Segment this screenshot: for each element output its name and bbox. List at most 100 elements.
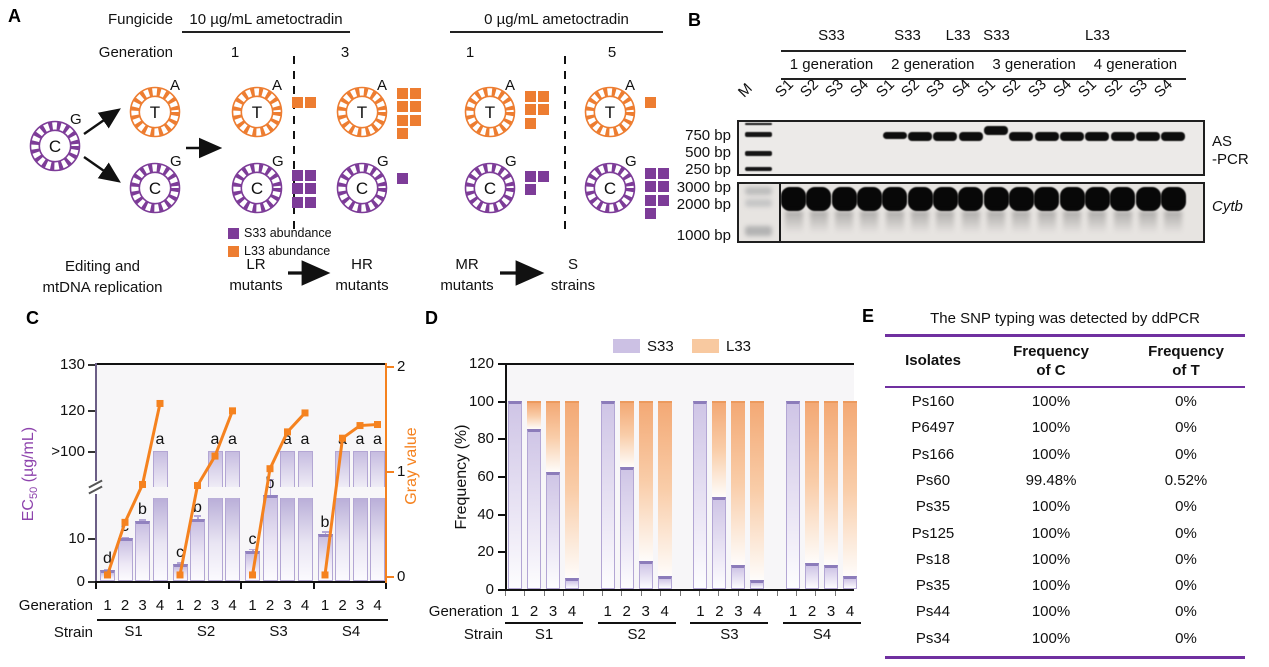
bar-ec50-over100-upper (297, 451, 313, 487)
genotype-group-underline (932, 50, 984, 52)
table-cell: Ps44 (915, 603, 951, 621)
table-rule-top (885, 334, 1245, 337)
y-tick-label-left: 120 (59, 402, 85, 419)
bar-s33 (600, 400, 615, 589)
bar-s33 (693, 400, 708, 589)
y-tick-label: 40 (477, 505, 494, 523)
abundance-square (538, 104, 550, 116)
significance-letter: a (355, 431, 365, 448)
cytb-band (1160, 187, 1186, 211)
x-tick (167, 583, 170, 589)
bar-ec50 (262, 495, 278, 581)
genotype-group-underline (983, 50, 1010, 52)
bar-l33 (657, 400, 672, 576)
cytb-band (1034, 187, 1060, 211)
bar-l33 (750, 400, 765, 580)
abundance-square (525, 184, 536, 196)
bar-ec50 (135, 520, 150, 581)
x-tick-label-generation: 4 (753, 603, 762, 620)
flow-label-bottom: strains (550, 277, 596, 294)
table-rule-bottom (885, 656, 1245, 659)
y-tick-label-right: 2 (397, 357, 406, 375)
panel-a-label: A (8, 6, 21, 26)
bar-s33 (619, 466, 634, 589)
y-tick (498, 551, 505, 554)
cytb-band-streak (835, 211, 854, 233)
cytb-band-streak (885, 211, 904, 233)
significance-letter: a (338, 431, 347, 448)
cytb-band-streak (1088, 211, 1107, 233)
abundance-square (645, 194, 656, 206)
x-tick-label-generation: 2 (265, 597, 275, 614)
plot-top-border (505, 363, 854, 365)
x-minor-tick (621, 591, 623, 596)
bar-l33 (805, 400, 820, 563)
x-tick (312, 583, 315, 589)
table-cell: Ps34 (915, 629, 951, 647)
table-cell: Ps35 (915, 498, 951, 516)
cytb-band-streak (1012, 211, 1031, 233)
table-cell: 100% (1031, 498, 1071, 516)
abundance-legend-label-l33: L33 abundance (244, 244, 331, 258)
x-tick-label-generation: 3 (283, 597, 292, 614)
abundance-square (292, 170, 303, 181)
genotype-group-label: L33 (945, 27, 971, 44)
nucleotide-inner-label: C (355, 179, 369, 198)
x-minor-tick (737, 591, 739, 596)
nucleotide-outer-label: A (377, 77, 388, 94)
column-header-freq-t: Frequency of T (1148, 343, 1224, 379)
nucleotide-inner-label: T (356, 103, 368, 122)
as-pcr-band (1060, 132, 1085, 141)
x-tick-label-generation: 3 (138, 597, 147, 614)
dashed-separator (564, 56, 566, 236)
x-tick-label-generation: 1 (696, 603, 705, 620)
y-tick-label: 120 (468, 355, 494, 372)
x-minor-tick (679, 591, 681, 596)
y-tick-left (88, 410, 95, 412)
flow-label-top: MR (455, 256, 479, 273)
bar-ec50-over100-lower (207, 498, 223, 581)
cytb-band (781, 187, 806, 211)
cytb-band-streak (987, 211, 1006, 233)
abundance-legend-label-s33: S33 abundance (244, 226, 332, 240)
y-tick-label-right: 0 (397, 568, 406, 585)
abundance-square (645, 168, 656, 179)
marker-band (745, 132, 772, 137)
bar-ec50 (100, 570, 115, 581)
bar-s33 (712, 496, 727, 589)
table-cell: 100% (1031, 629, 1071, 647)
table-cell: P6497 (911, 419, 955, 437)
y-tick-label-left: >100 (51, 443, 85, 460)
marker-smear (745, 226, 772, 236)
bar-s33 (546, 472, 560, 589)
y-axis-label-ec50: EC50 (µg/mL) (19, 426, 41, 522)
x-tick-label-generation: 4 (300, 597, 310, 614)
x-group-label-strain: S3 (269, 623, 288, 640)
table-cell: 0% (1175, 498, 1197, 516)
x-tick-label-generation: 3 (826, 603, 836, 620)
x-tick-label-generation: 1 (248, 597, 257, 614)
cytb-band-streak (1037, 211, 1056, 233)
significance-letter: c (121, 518, 129, 535)
legend-swatch-l33 (692, 339, 719, 353)
table-cell: Ps166 (911, 445, 955, 463)
significance-letter: c (176, 543, 184, 561)
x-tick-label-generation: 3 (641, 603, 650, 620)
bar-s33 (843, 575, 858, 589)
panel-b: B AS -PCR Cytb M S1 S2 S3 S4 S1 S2 S3 S4 S1 S2 S3 S4… (663, 0, 1269, 300)
as-pcr-band (933, 132, 958, 141)
abundance-legend-swatch-s33 (228, 228, 239, 239)
lane-label-marker: M (734, 80, 756, 101)
y-tick-right (387, 470, 394, 473)
treatment-2-underline (450, 31, 663, 33)
column-header-isolates: Isolates (905, 352, 961, 369)
genotype-group-label: S33 (818, 27, 845, 44)
x-minor-tick (796, 591, 797, 596)
bar-l33 (712, 400, 727, 497)
strain-overline (314, 619, 388, 621)
cytb-band (882, 187, 908, 211)
panel-c-label: C (26, 308, 39, 328)
y-tick-label: 80 (477, 430, 494, 448)
